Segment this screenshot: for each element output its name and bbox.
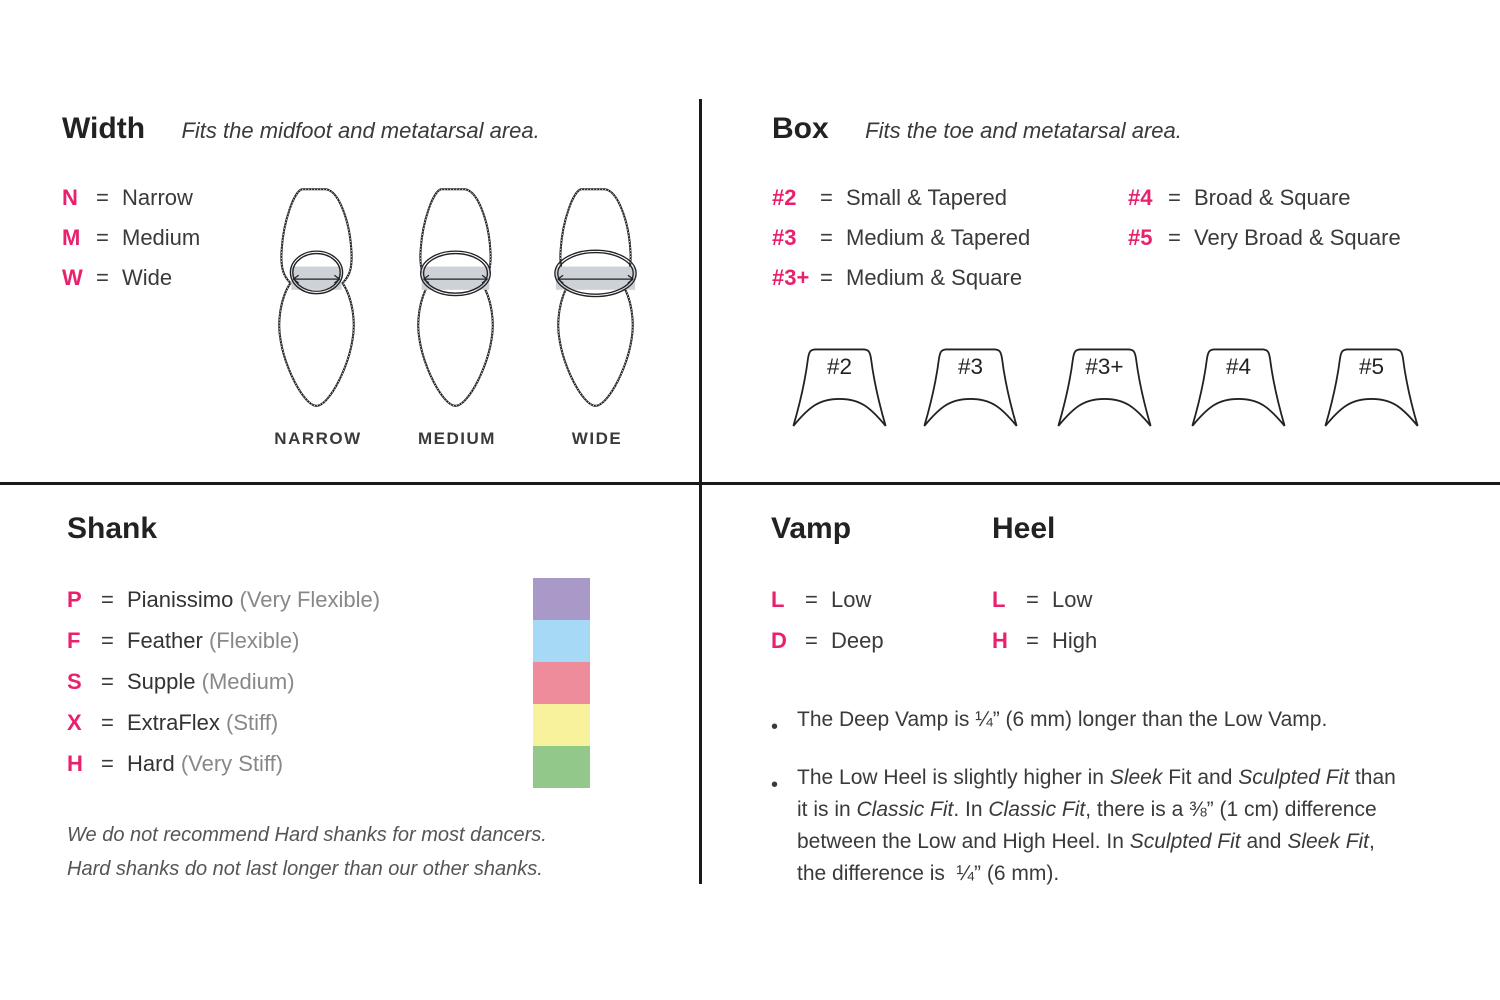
svg-text:#2: #2 (827, 354, 852, 379)
svg-text:#4: #4 (1226, 354, 1251, 379)
svg-text:#5: #5 (1359, 354, 1384, 379)
svg-text:#3: #3 (958, 354, 983, 379)
svg-text:#3+: #3+ (1085, 354, 1123, 379)
